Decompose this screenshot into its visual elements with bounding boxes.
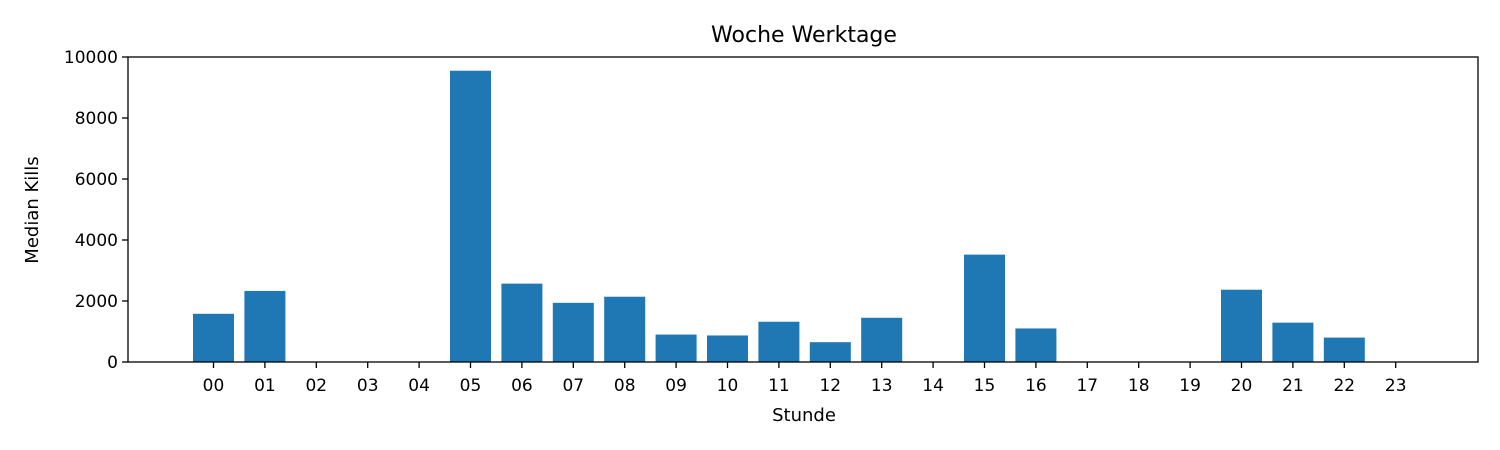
y-axis-label: Median Kills — [22, 156, 43, 263]
chart-title: Woche Werktage — [711, 23, 897, 48]
x-tick-label: 21 — [1282, 376, 1304, 396]
bar-12 — [809, 342, 851, 362]
bar-16 — [1015, 328, 1057, 362]
x-tick-label: 13 — [871, 376, 893, 396]
bar-13 — [861, 317, 903, 362]
bar-21 — [1272, 322, 1314, 362]
bar-09 — [655, 334, 697, 362]
bar-01 — [244, 290, 286, 362]
bar-06 — [501, 283, 543, 362]
x-tick-label: 05 — [460, 376, 482, 396]
x-tick-label: 11 — [768, 376, 790, 396]
x-tick-label: 15 — [974, 376, 996, 396]
x-tick-label: 12 — [819, 376, 841, 396]
bar-22 — [1323, 337, 1365, 362]
x-tick-label: 09 — [665, 376, 687, 396]
bar-10 — [707, 335, 748, 362]
x-tick-label: 14 — [922, 376, 944, 396]
bars-group — [193, 70, 1365, 362]
bar-15 — [964, 254, 1005, 362]
x-tick-label: 16 — [1025, 376, 1047, 396]
y-tick-label: 6000 — [75, 170, 118, 190]
bar-00 — [193, 313, 234, 362]
y-tick-label: 2000 — [75, 292, 118, 312]
x-tick-label: 22 — [1333, 376, 1355, 396]
x-tick-label: 18 — [1128, 376, 1150, 396]
x-tick-label: 19 — [1179, 376, 1201, 396]
bar-05 — [450, 70, 491, 362]
bar-20 — [1221, 289, 1262, 362]
x-tick-label: 00 — [203, 376, 225, 396]
x-tick-label: 10 — [717, 376, 739, 396]
x-tick-label: 20 — [1231, 376, 1253, 396]
x-axis: 00 01 02 03 04 05 06 07 08 09 10 11 12 13 14 15 16 17 18 19… — [203, 362, 1407, 396]
y-tick-label: 4000 — [75, 231, 118, 251]
y-tick-label: 10000 — [64, 48, 118, 68]
x-tick-label: 23 — [1385, 376, 1407, 396]
x-tick-label: 07 — [562, 376, 584, 396]
x-tick-label: 01 — [254, 376, 276, 396]
bar-08 — [604, 296, 646, 362]
y-axis: 0 2000 4000 6000 8000 10000 — [64, 48, 128, 373]
bar-11 — [758, 321, 800, 362]
x-tick-label: 04 — [408, 376, 430, 396]
x-tick-label: 17 — [1076, 376, 1098, 396]
x-axis-label: Stunde — [772, 405, 836, 426]
plot-frame — [127, 56, 1479, 363]
x-tick-label: 08 — [614, 376, 636, 396]
x-tick-label: 02 — [305, 376, 327, 396]
bar-07 — [552, 302, 594, 362]
x-tick-label: 06 — [511, 376, 533, 396]
y-tick-label: 8000 — [75, 109, 118, 129]
x-tick-label: 03 — [357, 376, 379, 396]
y-tick-label: 0 — [107, 353, 118, 373]
